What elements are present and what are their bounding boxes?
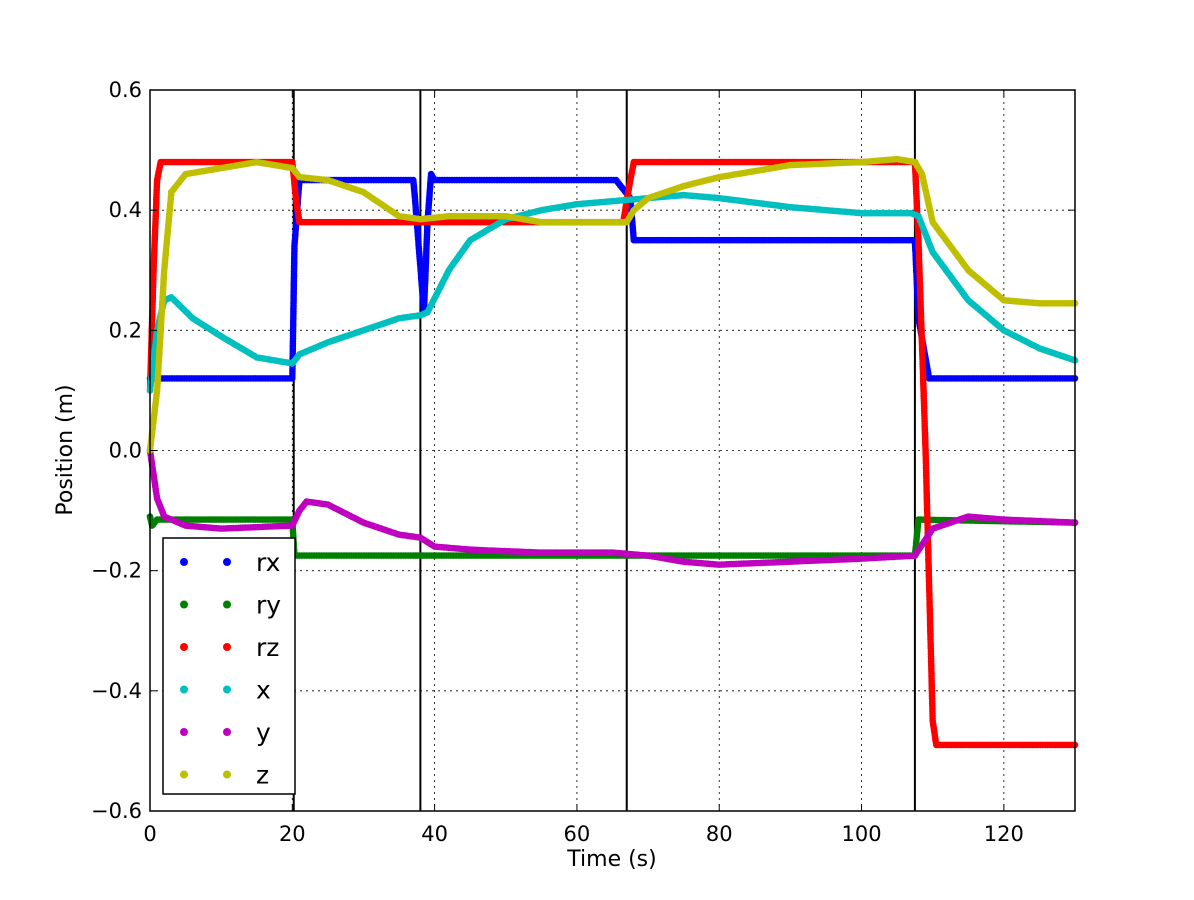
y-tick-label: 0.0 <box>109 439 142 463</box>
legend-marker <box>180 558 188 566</box>
legend-label-rx: rx <box>256 548 280 577</box>
y-axis-label: Position (m) <box>53 384 78 515</box>
x-tick-label: 20 <box>279 822 306 846</box>
legend-marker <box>180 770 188 779</box>
legend-marker <box>180 728 188 736</box>
x-tick-label: 0 <box>143 822 156 846</box>
event-lines <box>292 90 916 811</box>
legend-marker <box>223 685 231 694</box>
plot-series <box>146 155 1079 749</box>
series-z <box>146 155 1079 454</box>
legend-label-ry: ry <box>256 591 281 620</box>
legend-marker <box>223 770 231 779</box>
y-tick-label: 0.4 <box>109 198 142 222</box>
x-tick-label: 100 <box>841 822 881 846</box>
y-tick-label: −0.6 <box>91 799 142 823</box>
legend: rx ry rz xyz <box>162 537 296 795</box>
x-axis-label: Time (s) <box>566 847 656 872</box>
legend-label-z: z <box>256 761 269 790</box>
y-tick-label: −0.2 <box>91 559 142 583</box>
y-tick-label: −0.4 <box>91 679 142 703</box>
y-tick-label: 0.2 <box>109 318 142 342</box>
legend-label-x: x <box>256 676 271 705</box>
legend-marker <box>223 558 231 566</box>
legend-marker <box>180 600 188 609</box>
grid <box>150 90 1075 811</box>
legend-marker <box>180 685 188 694</box>
x-tick-label: 40 <box>421 822 448 846</box>
axis-ticks: 0 20 40 60 80 100 120 −0.6 −0.4 −0.2 0.0 0.2 0.4 0.6 <box>91 78 1075 846</box>
series-rz <box>146 158 1079 749</box>
legend-marker <box>223 643 231 651</box>
legend-marker <box>223 600 231 609</box>
x-tick-label: 60 <box>564 822 591 846</box>
legend-label-y: y <box>256 718 271 747</box>
legend-box <box>162 537 296 795</box>
y-tick-label: 0.6 <box>109 78 142 102</box>
legend-label-rz: rz <box>256 633 279 662</box>
legend-marker <box>223 728 231 736</box>
series-y <box>146 447 1079 568</box>
x-tick-label: 120 <box>984 822 1024 846</box>
x-tick-label: 80 <box>706 822 733 846</box>
legend-marker <box>180 643 188 651</box>
